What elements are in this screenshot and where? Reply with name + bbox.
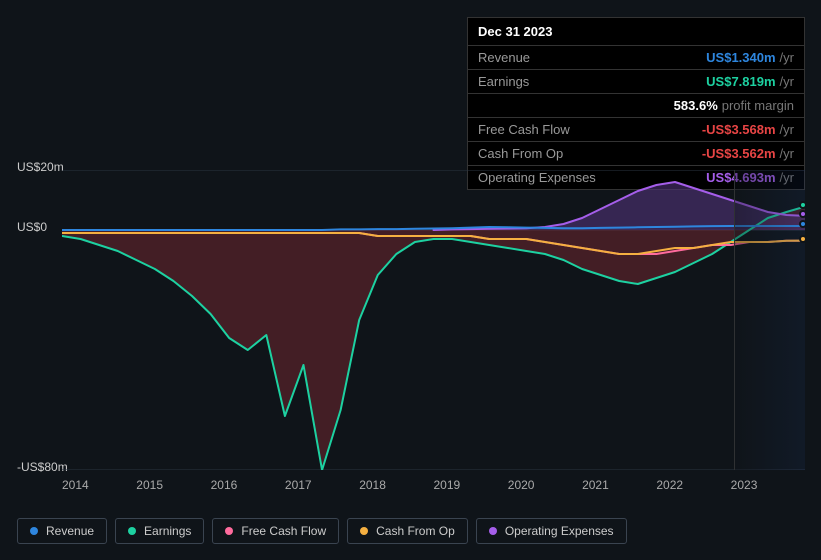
tooltip-row-value: -US$3.568m — [702, 122, 776, 137]
tooltip-row-label — [478, 98, 674, 113]
x-axis-label: 2014 — [62, 478, 136, 492]
chart-plot — [62, 170, 805, 470]
legend-label: Revenue — [46, 524, 94, 538]
legend-item[interactable]: Cash From Op — [347, 518, 468, 544]
tooltip-row: Free Cash Flow-US$3.568m/yr — [468, 118, 804, 142]
x-axis-label: 2021 — [582, 478, 656, 492]
legend-label: Cash From Op — [376, 524, 455, 538]
x-axis-label: 2018 — [359, 478, 433, 492]
tooltip-row-label: Free Cash Flow — [478, 122, 702, 137]
legend-label: Free Cash Flow — [241, 524, 326, 538]
y-axis-label: -US$80m — [17, 460, 68, 474]
series-end-dot — [799, 220, 807, 228]
tooltip-row-unit: /yr — [780, 74, 794, 89]
tooltip-row-value: US$7.819m — [706, 74, 775, 89]
tooltip-row-unit: /yr — [780, 122, 794, 137]
legend-label: Operating Expenses — [505, 524, 614, 538]
x-axis-label: 2020 — [508, 478, 582, 492]
series-end-dot — [799, 210, 807, 218]
tooltip-row-unit: /yr — [780, 50, 794, 65]
tooltip-row-unit: /yr — [780, 146, 794, 161]
legend-dot-icon — [128, 527, 136, 535]
tooltip-date: Dec 31 2023 — [468, 18, 804, 46]
legend-item[interactable]: Free Cash Flow — [212, 518, 339, 544]
x-axis-labels: 2014201520162017201820192020202120222023 — [62, 478, 805, 492]
x-axis-label: 2023 — [731, 478, 805, 492]
legend-item[interactable]: Earnings — [115, 518, 204, 544]
x-axis-label: 2015 — [136, 478, 210, 492]
chart-legend: Revenue Earnings Free Cash Flow Cash From O… — [17, 518, 627, 544]
legend-dot-icon — [225, 527, 233, 535]
financial-chart[interactable]: US$20mUS$0-US$80m 2014201520162017201820… — [17, 160, 805, 480]
legend-label: Earnings — [144, 524, 191, 538]
series-end-dot — [799, 201, 807, 209]
tooltip-row: EarningsUS$7.819m/yr — [468, 70, 804, 94]
tooltip-row-label: Revenue — [478, 50, 706, 65]
x-axis-label: 2016 — [211, 478, 285, 492]
legend-dot-icon — [360, 527, 368, 535]
legend-dot-icon — [489, 527, 497, 535]
date-marker-line — [734, 170, 735, 470]
tooltip-row: RevenueUS$1.340m/yr — [468, 46, 804, 70]
y-axis-label: US$20m — [17, 160, 64, 174]
tooltip-row: 583.6% profit margin — [468, 94, 804, 118]
legend-dot-icon — [30, 527, 38, 535]
tooltip-row-unit: profit margin — [722, 98, 794, 113]
tooltip-row-label: Cash From Op — [478, 146, 702, 161]
tooltip-row-value: -US$3.562m — [702, 146, 776, 161]
legend-item[interactable]: Revenue — [17, 518, 107, 544]
legend-item[interactable]: Operating Expenses — [476, 518, 627, 544]
tooltip-row-value: US$1.340m — [706, 50, 775, 65]
x-axis-label: 2019 — [433, 478, 507, 492]
x-axis-label: 2022 — [656, 478, 730, 492]
x-axis-label: 2017 — [285, 478, 359, 492]
y-axis-label: US$0 — [17, 220, 47, 234]
tooltip-row-label: Earnings — [478, 74, 706, 89]
series-end-dot — [799, 235, 807, 243]
tooltip-row-value: 583.6% — [674, 98, 718, 113]
